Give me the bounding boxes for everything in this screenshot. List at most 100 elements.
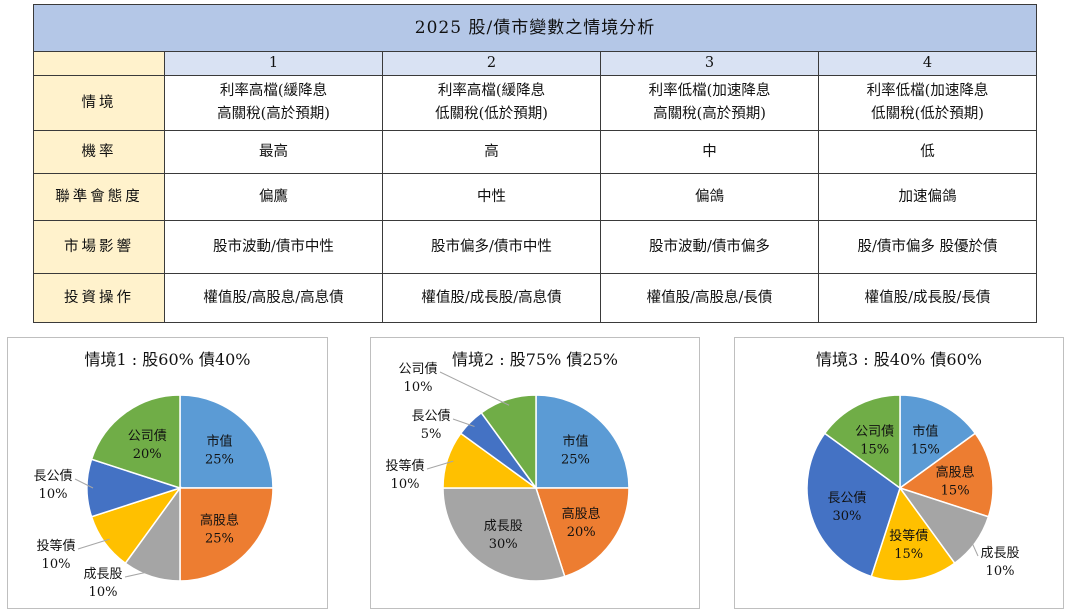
slice-category-label: 高股息 — [200, 512, 239, 528]
slice-value-label: 25% — [205, 531, 234, 546]
leader-line — [426, 460, 454, 470]
slice-category-label: 市值 — [912, 423, 938, 439]
table-cell: 利率低檔(加速降息 低關稅(低於預期) — [818, 75, 1037, 131]
cell-line: 利率低檔(加速降息 — [648, 83, 771, 99]
slice-value-label: 10% — [986, 564, 1015, 579]
cell-line: 偏鷹 — [259, 188, 288, 205]
cell-line: 股市波動/債市中性 — [213, 238, 334, 255]
cell-line: 權值股/成長股/高息債 — [421, 289, 562, 306]
table-cell: 中 — [600, 130, 819, 174]
slice-category-label: 長公債 — [33, 469, 72, 484]
column-number: 1 — [164, 51, 383, 76]
cell-line: 利率低檔(加速降息 — [866, 83, 989, 99]
table-row: 聯準會態度 偏鷹 中性 偏鴿 加速偏鴿 — [33, 173, 1037, 221]
leader-line — [74, 478, 94, 489]
table-cell: 利率高檔(緩降息 低關稅(低於預期) — [382, 75, 601, 131]
slice-category-label: 市值 — [206, 434, 232, 450]
slice-value-label: 10% — [89, 585, 118, 600]
slice-category-label: 市值 — [562, 434, 588, 450]
cell-line: 利率高檔(緩降息 — [437, 83, 546, 99]
slice-category-label: 長公債 — [411, 409, 450, 424]
table-cell: 最高 — [164, 130, 383, 174]
slice-category-label: 長公債 — [827, 491, 866, 506]
scenario-table: 2025 股/債市變數之情境分析 1 2 3 4 情境 利率高檔(緩降息 高關稅(高於預期) 利… — [33, 4, 1037, 323]
cell-line: 高關稅(高於預期) — [653, 106, 766, 122]
pie-slice — [480, 394, 537, 491]
row-label: 投資操作 — [33, 273, 165, 323]
pie-panel-3: 情境3 : 股40% 債60% 市值 15% 高股息 15% 成長股 10% 投等債 15% 長… — [734, 337, 1064, 609]
cell-line: 權值股/高股息/高息債 — [203, 289, 344, 306]
table-row: 情境 利率高檔(緩降息 高關稅(高於預期) 利率高檔(緩降息 低關稅(低於預期) 利率低檔… — [33, 75, 1037, 131]
table-cell: 股市偏多/債市中性 — [382, 220, 601, 274]
leader-line — [452, 418, 475, 427]
table-cell: 低 — [818, 130, 1037, 174]
slice-category-label: 成長股 — [980, 546, 1019, 561]
pie-panel-2: 情境2 : 股75% 債25% 市值 25% 高股息 20% 成長股 30% 投等債 10% 長… — [370, 337, 700, 609]
slice-value-label: 15% — [911, 442, 940, 457]
cell-line: 股市偏多/債市中性 — [431, 238, 552, 255]
slice-category-label: 投等債 — [36, 538, 75, 554]
table-cell: 偏鴿 — [600, 173, 819, 221]
table-title: 2025 股/債市變數之情境分析 — [33, 4, 1037, 52]
slice-category-label: 公司債 — [855, 424, 894, 439]
table-row: 機率 最高 高 中 低 — [33, 130, 1037, 174]
slice-category-label: 高股息 — [936, 464, 975, 480]
cell-line: 股/債市偏多 股優於債 — [857, 238, 998, 255]
slice-value-label: 15% — [860, 442, 889, 457]
table-cell: 偏鷹 — [164, 173, 383, 221]
slice-value-label: 25% — [561, 453, 590, 468]
pie-title: 情境2 : 股75% 債25% — [452, 350, 618, 369]
pie-slice — [90, 394, 181, 490]
header-blank — [33, 51, 165, 76]
column-number: 3 — [600, 51, 819, 76]
slice-value-label: 10% — [391, 477, 420, 492]
slice-value-label: 10% — [42, 557, 71, 572]
pie-slice — [179, 487, 274, 582]
cell-line: 中 — [702, 143, 717, 160]
slice-value-label: 10% — [404, 380, 433, 395]
table-cell: 加速偏鴿 — [818, 173, 1037, 221]
table-cell: 利率高檔(緩降息 高關稅(高於預期) — [164, 75, 383, 131]
pie-slice — [823, 394, 901, 490]
cell-line: 最高 — [259, 143, 288, 160]
leader-line — [124, 570, 154, 578]
slice-value-label: 10% — [39, 487, 68, 502]
row-label: 機率 — [33, 130, 165, 174]
slice-category-label: 公司債 — [398, 362, 437, 377]
cell-line: 利率高檔(緩降息 — [219, 83, 328, 99]
pie-slice — [899, 394, 977, 490]
slice-value-label: 15% — [941, 483, 970, 498]
pie-slice — [534, 487, 630, 578]
table-cell: 權值股/高股息/長債 — [600, 273, 819, 323]
table-row: 市場影響 股市波動/債市中性 股市偏多/債市中性 股市波動/債市偏多 股/債市偏多 股優… — [33, 220, 1037, 274]
column-number: 4 — [818, 51, 1037, 76]
table-cell: 權值股/高股息/高息債 — [164, 273, 383, 323]
pie-slice — [179, 394, 274, 489]
cell-line: 中性 — [477, 188, 506, 205]
row-label: 聯準會態度 — [33, 173, 165, 221]
slice-value-label: 30% — [489, 537, 518, 552]
cell-line: 高關稅(高於預期) — [217, 106, 330, 122]
pie-slice — [806, 432, 901, 578]
cell-line: 偏鴿 — [695, 188, 724, 205]
slice-category-label: 投等債 — [889, 528, 928, 544]
cell-line: 低關稅(低於預期) — [871, 106, 984, 122]
pie-slice — [898, 432, 994, 518]
pie-slice — [442, 487, 566, 582]
cell-line: 權值股/成長股/長債 — [864, 289, 991, 306]
table-cell: 股市波動/債市中性 — [164, 220, 383, 274]
table-row: 投資操作 權值股/高股息/高息債 權值股/成長股/高息債 權值股/高股息/長債 權值股/… — [33, 273, 1037, 323]
table-cell: 權值股/成長股/高息債 — [382, 273, 601, 323]
pie-slice — [870, 486, 956, 582]
slice-category-label: 公司債 — [128, 429, 167, 444]
pie-title: 情境1 : 股60% 債40% — [84, 350, 251, 369]
title-row: 2025 股/債市變數之情境分析 — [33, 4, 1037, 52]
pie-chart: 市值 15% 高股息 15% 成長股 10% 投等債 15% 長公債 30% 公司債 15% — [806, 394, 1020, 582]
table-cell: 中性 — [382, 173, 601, 221]
column-number: 2 — [382, 51, 601, 76]
leader-line — [439, 371, 510, 406]
slice-value-label: 20% — [133, 447, 162, 462]
table-cell: 高 — [382, 130, 601, 174]
slice-category-label: 成長股 — [83, 567, 122, 582]
